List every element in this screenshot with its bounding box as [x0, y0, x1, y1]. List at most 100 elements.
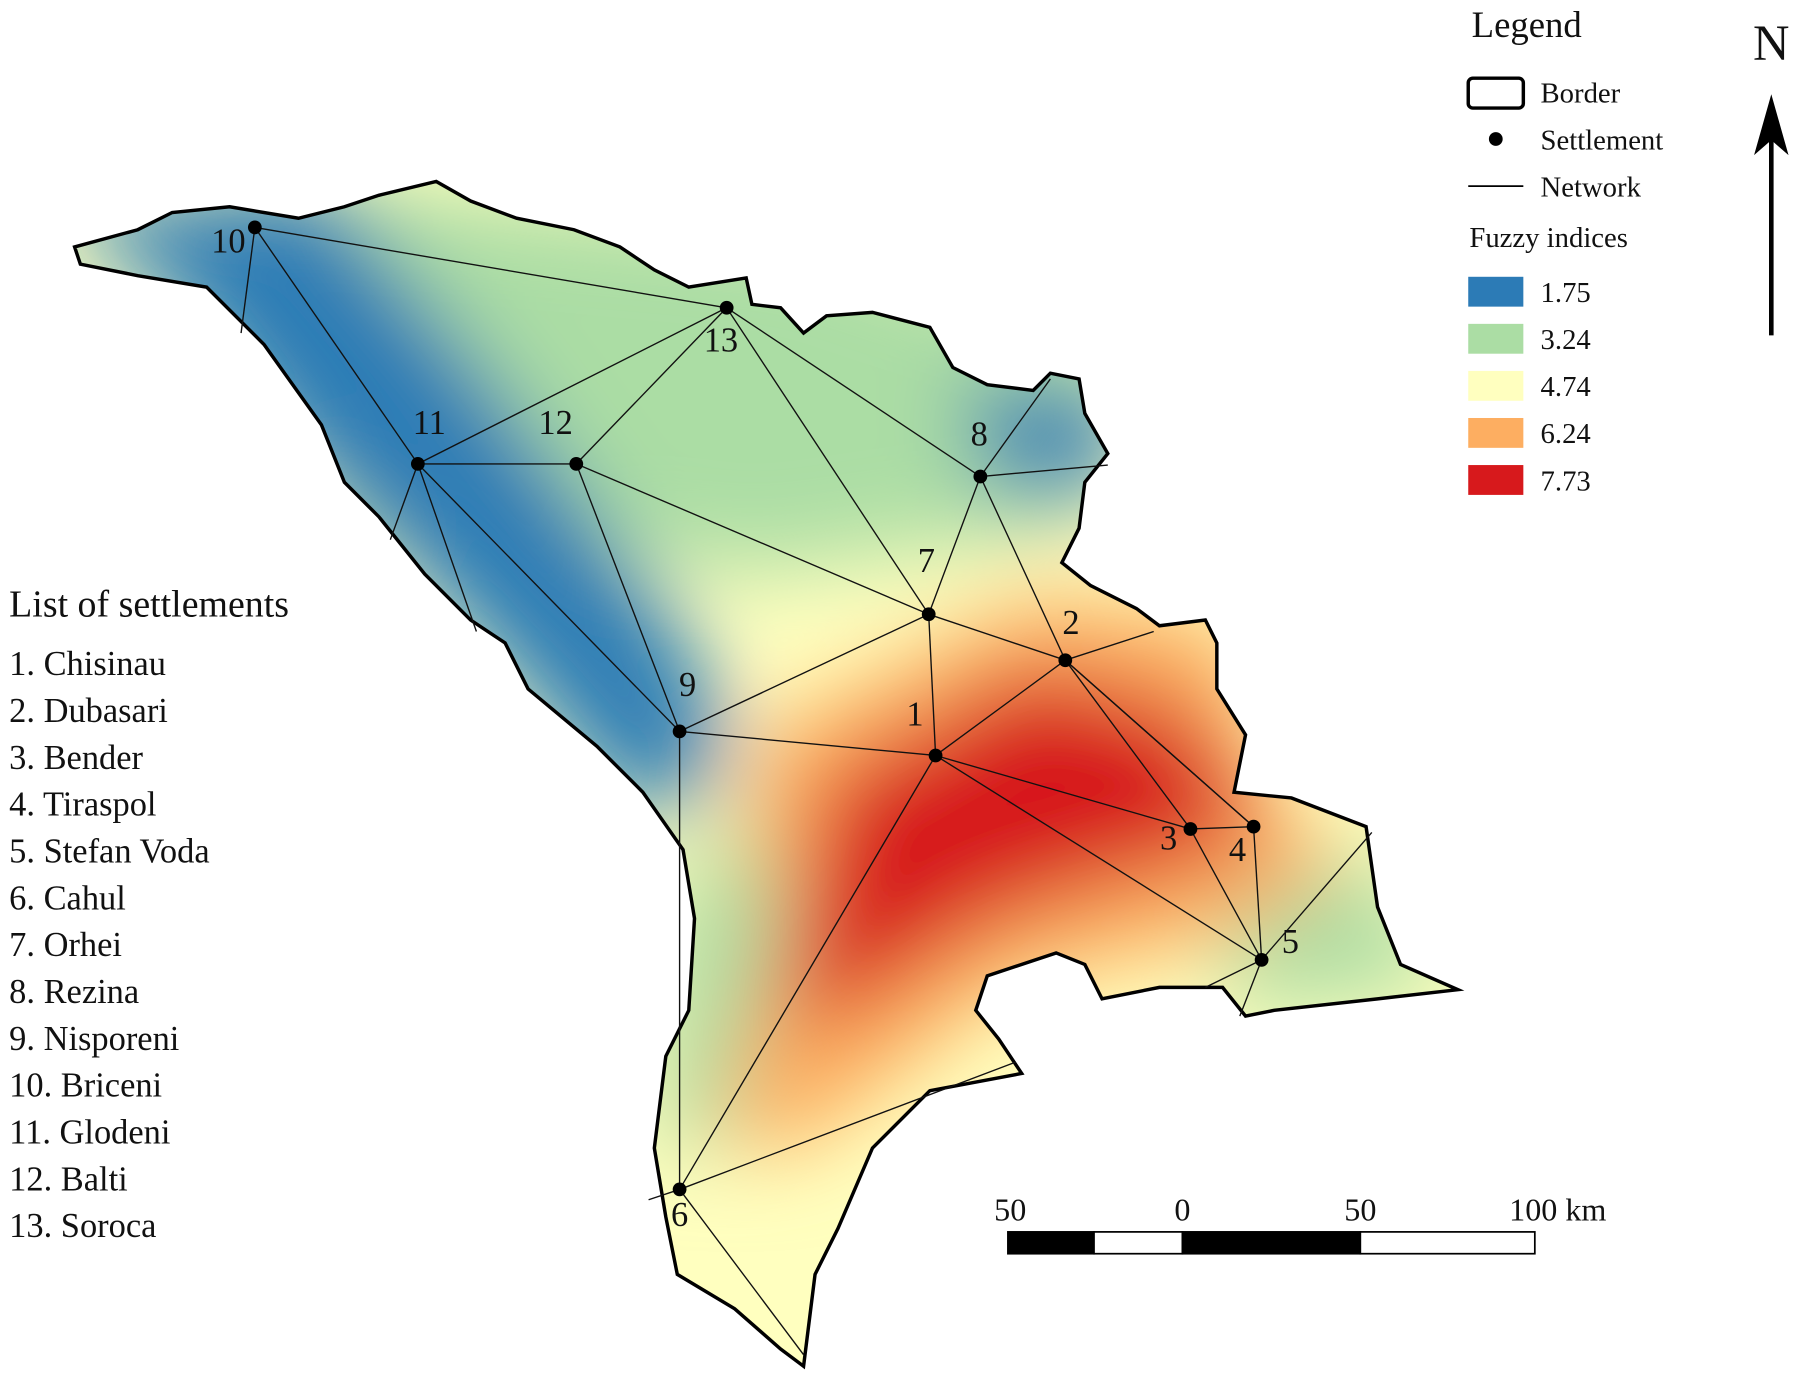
list-item: 3. Bender [9, 739, 143, 777]
network-edge [935, 754, 1262, 961]
settlement-point [928, 748, 943, 763]
north-arrow-head [1754, 94, 1789, 156]
settlement-point [672, 1182, 687, 1197]
network-edge [575, 307, 728, 465]
scale-segment [1359, 1231, 1536, 1255]
network-edge [1239, 959, 1263, 1017]
network-edge [575, 463, 681, 732]
network-edge [928, 476, 982, 615]
network-edge [1205, 959, 1262, 988]
settlement-point [1254, 952, 1269, 967]
legend-swatch [1468, 417, 1524, 448]
list-item: 9. Nisporeni [9, 1020, 179, 1058]
legend-item: Settlement [1541, 124, 1664, 156]
scale-segment [1181, 1231, 1362, 1255]
network-edge [254, 226, 727, 309]
legend-class-label: 1.75 [1541, 277, 1591, 309]
network-edge [1261, 831, 1373, 961]
network-edge [935, 659, 1066, 757]
settlement-label: 7 [918, 542, 935, 580]
scale-label: 100 km [1509, 1191, 1606, 1227]
settlement-point [1058, 653, 1073, 668]
list-item: 4. Tiraspol [9, 786, 156, 824]
network-edge [254, 227, 419, 465]
settlement-label: 4 [1229, 831, 1246, 869]
scale-label: 50 [994, 1191, 1026, 1227]
settlement-point [1183, 822, 1198, 836]
legend-swatch [1468, 323, 1524, 354]
network-edge [417, 463, 681, 732]
settlement-point [247, 220, 262, 235]
network-edge [928, 613, 1066, 661]
network-edge [928, 614, 937, 756]
settlement-label: 11 [413, 404, 446, 442]
settlement-point [672, 724, 687, 739]
network-edge [1064, 659, 1255, 828]
network-edge [979, 476, 1066, 661]
list-item: 11. Glodeni [9, 1114, 170, 1152]
network-edge [389, 463, 419, 540]
list-item: 1. Chisinau [9, 645, 166, 683]
list-item: 2. Dubasari [9, 692, 168, 730]
list-item: 13. Soroca [9, 1207, 156, 1245]
list-item: 12. Balti [9, 1160, 128, 1198]
scale-segment [1007, 1231, 1095, 1255]
legend-settlement-icon [1488, 132, 1503, 146]
settlement-point [719, 300, 734, 315]
network-edge [1189, 828, 1263, 961]
settlement-point [1246, 819, 1261, 834]
settlement-point [569, 457, 584, 471]
network-edge [240, 227, 256, 334]
list-item: 5. Stefan Voda [9, 832, 209, 870]
settlement-label: 9 [679, 666, 696, 704]
settlement-point [921, 607, 936, 622]
north-label: N [1753, 15, 1789, 71]
settlement-label: 5 [1282, 923, 1299, 961]
legend-swatch [1468, 276, 1524, 307]
network-edge [1064, 659, 1191, 830]
settlement-label: 10 [211, 223, 245, 261]
settlement-point [973, 469, 988, 484]
network-edge [1065, 630, 1154, 661]
network-edge [979, 378, 1051, 477]
network-edge [679, 1061, 1017, 1191]
legend-border-icon [1466, 76, 1526, 110]
list-item: 10. Briceni [9, 1067, 162, 1105]
legend-item: Border [1541, 77, 1621, 109]
network-edge [417, 463, 478, 632]
settlement-label: 2 [1062, 604, 1079, 642]
settlement-label: 1 [906, 696, 923, 734]
network-edge [576, 463, 929, 615]
legend-class-label: 6.24 [1541, 418, 1591, 450]
network-edge [1190, 825, 1254, 830]
fuzzy-title: Fuzzy indices [1469, 222, 1628, 254]
list-item: 8. Rezina [9, 973, 139, 1011]
legend-class-label: 4.74 [1541, 371, 1591, 403]
network-edge [980, 464, 1108, 478]
legend-class-label: 7.73 [1541, 465, 1591, 497]
legend-swatch [1468, 465, 1524, 495]
settlement-label: 12 [538, 404, 572, 442]
legend-title: Legend [1472, 4, 1582, 45]
scale-label: 0 [1174, 1191, 1190, 1227]
settlement-label: 6 [671, 1196, 688, 1234]
settlement-label: 3 [1160, 820, 1177, 858]
network-edge [726, 307, 981, 478]
list-item: 7. Orhei [9, 926, 122, 964]
network-edge [417, 307, 727, 465]
network-edge [678, 755, 937, 1190]
network-edge [679, 730, 936, 757]
scale-label: 50 [1344, 1191, 1376, 1227]
legend-swatch [1468, 370, 1524, 401]
settlement-label: 13 [704, 321, 738, 359]
country-border [72, 179, 1465, 1370]
list-title: List of settlements [9, 584, 289, 626]
network-edge [679, 613, 929, 733]
network-edge [679, 1189, 805, 1356]
scale-segment [1093, 1231, 1184, 1255]
settlement-label: 8 [971, 416, 988, 454]
zone-blue-ne [964, 378, 1125, 494]
list-item: 6. Cahul [9, 879, 126, 917]
